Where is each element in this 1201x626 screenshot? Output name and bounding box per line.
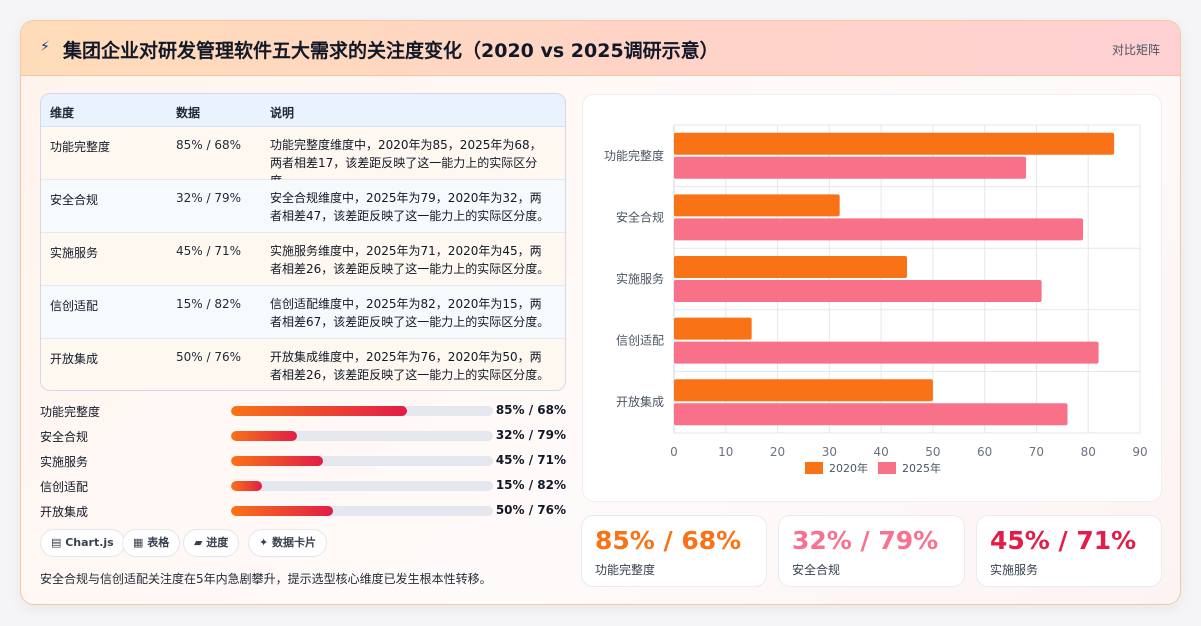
legend-label: 2025年 bbox=[902, 461, 941, 475]
stat-label: 实施服务 bbox=[990, 563, 1039, 577]
progress-label: 开放集成 bbox=[40, 505, 89, 519]
bar bbox=[674, 341, 1099, 364]
bar bbox=[674, 132, 1115, 155]
stat-label: 安全合规 bbox=[792, 563, 841, 577]
page-title: 集团企业对研发管理软件五大需求的关注度变化（2020 vs 2025调研示意） bbox=[63, 40, 719, 62]
header-bar: ⚡ 集团企业对研发管理软件五大需求的关注度变化（2020 vs 2025调研示意… bbox=[21, 21, 1180, 76]
progress-row: 功能完整度 85% / 68% bbox=[40, 401, 566, 421]
progress-track bbox=[231, 456, 493, 466]
bar bbox=[674, 194, 840, 217]
progress-label: 信创适配 bbox=[40, 480, 89, 494]
x-tick-label: 20 bbox=[770, 445, 785, 459]
chip-data-cards[interactable]: ✦ 数据卡片 bbox=[248, 529, 328, 557]
stat-label: 功能完整度 bbox=[595, 563, 656, 577]
cell-dimension: 功能完整度 bbox=[50, 140, 111, 154]
x-tick-label: 10 bbox=[718, 445, 733, 459]
x-tick-label: 50 bbox=[925, 445, 940, 459]
progress-row: 安全合规 32% / 79% bbox=[40, 426, 566, 446]
cell-desc: 信创适配维度中，2025年为82，2020年为15，两者相差67，该差距反映了这… bbox=[270, 297, 550, 329]
bolt-icon: ⚡ bbox=[40, 39, 50, 55]
table-header: 维度 数据 说明 bbox=[41, 94, 565, 127]
progress-track bbox=[231, 506, 493, 516]
progress-track bbox=[231, 431, 493, 441]
progress-track bbox=[231, 406, 493, 416]
x-tick-label: 70 bbox=[1029, 445, 1044, 459]
legend-label: 2020年 bbox=[829, 461, 868, 475]
header-right-label: 对比矩阵 bbox=[1111, 43, 1160, 57]
cell-desc: 安全合规维度中，2025年为79，2020年为32，两者相差47，该差距反映了这… bbox=[270, 191, 550, 223]
progress-fill bbox=[231, 481, 263, 491]
progress-fill bbox=[231, 431, 297, 441]
cell-dimension: 信创适配 bbox=[50, 299, 99, 313]
y-tick-label: 实施服务 bbox=[616, 271, 664, 286]
x-tick-label: 90 bbox=[1132, 445, 1147, 459]
y-tick-label: 信创适配 bbox=[616, 334, 664, 348]
bar bbox=[674, 156, 1027, 179]
col-header-data: 数据 bbox=[176, 106, 201, 120]
cell-data: 45% / 71% bbox=[176, 244, 242, 258]
chip-progress[interactable]: ▰ 进度 bbox=[183, 529, 240, 557]
y-tick-label: 功能完整度 bbox=[604, 148, 664, 163]
bar bbox=[674, 256, 907, 278]
col-header-dimension: 维度 bbox=[50, 106, 75, 120]
data-table: 维度 数据 说明 功能完整度 85% / 68% 功能完整度维度中，2020年为… bbox=[40, 93, 566, 391]
dashboard-frame: ⚡ 集团企业对研发管理软件五大需求的关注度变化（2020 vs 2025调研示意… bbox=[20, 20, 1181, 605]
progress-fill bbox=[231, 506, 334, 516]
progress-label: 安全合规 bbox=[40, 430, 89, 444]
progress-value: 32% / 79% bbox=[495, 428, 566, 442]
cell-data: 85% / 68% bbox=[176, 138, 242, 152]
x-tick-label: 80 bbox=[1081, 445, 1096, 459]
x-tick-label: 30 bbox=[822, 445, 837, 459]
table-row: 实施服务 45% / 71% 实施服务维度中，2025年为71，2020年为45… bbox=[41, 233, 565, 286]
cell-dimension: 实施服务 bbox=[50, 246, 99, 260]
progress-value: 50% / 76% bbox=[495, 503, 566, 517]
bar bbox=[674, 218, 1084, 241]
stat-card: 85% / 68% 功能完整度 bbox=[581, 515, 767, 587]
cell-data: 50% / 76% bbox=[176, 350, 242, 364]
table-row: 安全合规 32% / 79% 安全合规维度中，2025年为79，2020年为32… bbox=[41, 180, 565, 233]
progress-track bbox=[231, 481, 493, 491]
stat-value: 32% / 79% bbox=[792, 526, 939, 555]
stat-card: 32% / 79% 安全合规 bbox=[778, 515, 965, 587]
table-row: 信创适配 15% / 82% 信创适配维度中，2025年为82，2020年为15… bbox=[41, 286, 565, 339]
bar bbox=[674, 403, 1068, 426]
x-tick-label: 40 bbox=[873, 445, 888, 459]
summary-note: 安全合规与信创适配关注度在5年内急剧攀升，提示选型核心维度已发生根本性转移。 bbox=[40, 572, 492, 586]
y-tick-label: 开放集成 bbox=[616, 394, 664, 409]
stat-value: 45% / 71% bbox=[990, 526, 1137, 555]
chip-table[interactable]: ▦ 表格 bbox=[122, 529, 181, 557]
cell-desc: 实施服务维度中，2025年为71，2020年为45，两者相差26，该差距反映了这… bbox=[270, 244, 550, 276]
bar bbox=[674, 317, 752, 340]
chip-chartjs[interactable]: ▤ Chart.js bbox=[40, 529, 125, 557]
progress-label: 实施服务 bbox=[40, 455, 89, 469]
chart-card: 0 10 20 30 40 50 60 70 80 90 功能完整度安全合规实施服务信创适配开放集成… bbox=[582, 94, 1162, 502]
progress-row: 开放集成 50% / 76% bbox=[40, 501, 566, 521]
x-tick-label: 60 bbox=[977, 445, 992, 459]
legend-swatch bbox=[878, 462, 896, 474]
table-row: 开放集成 50% / 76% 开放集成维度中，2025年为76，2020年为50… bbox=[41, 339, 565, 390]
cell-data: 32% / 79% bbox=[176, 191, 242, 205]
bar-chart: 0 10 20 30 40 50 60 70 80 90 功能完整度安全合规实施服务信创适配开放集成… bbox=[604, 124, 1148, 475]
bar bbox=[674, 379, 933, 402]
legend-swatch bbox=[805, 462, 823, 474]
stat-card: 45% / 71% 实施服务 bbox=[976, 515, 1162, 587]
col-header-desc: 说明 bbox=[270, 106, 295, 120]
cell-dimension: 安全合规 bbox=[50, 193, 99, 207]
cell-data: 15% / 82% bbox=[176, 297, 242, 311]
cell-desc: 开放集成维度中，2025年为76，2020年为50，两者相差26，该差距反映了这… bbox=[270, 350, 550, 382]
progress-value: 85% / 68% bbox=[495, 403, 566, 417]
bar bbox=[674, 280, 1042, 302]
progress-fill bbox=[231, 456, 323, 466]
progress-row: 实施服务 45% / 71% bbox=[40, 451, 566, 471]
progress-value: 45% / 71% bbox=[495, 453, 566, 467]
progress-fill bbox=[231, 406, 407, 416]
table-row: 功能完整度 85% / 68% 功能完整度维度中，2020年为85，2025年为… bbox=[41, 127, 565, 188]
cell-dimension: 开放集成 bbox=[50, 352, 99, 366]
x-tick-label: 0 bbox=[670, 445, 678, 459]
progress-row: 信创适配 15% / 82% bbox=[40, 476, 566, 496]
progress-value: 15% / 82% bbox=[495, 478, 566, 492]
stat-value: 85% / 68% bbox=[595, 526, 742, 555]
y-tick-label: 安全合规 bbox=[616, 209, 664, 224]
progress-label: 功能完整度 bbox=[40, 405, 101, 419]
